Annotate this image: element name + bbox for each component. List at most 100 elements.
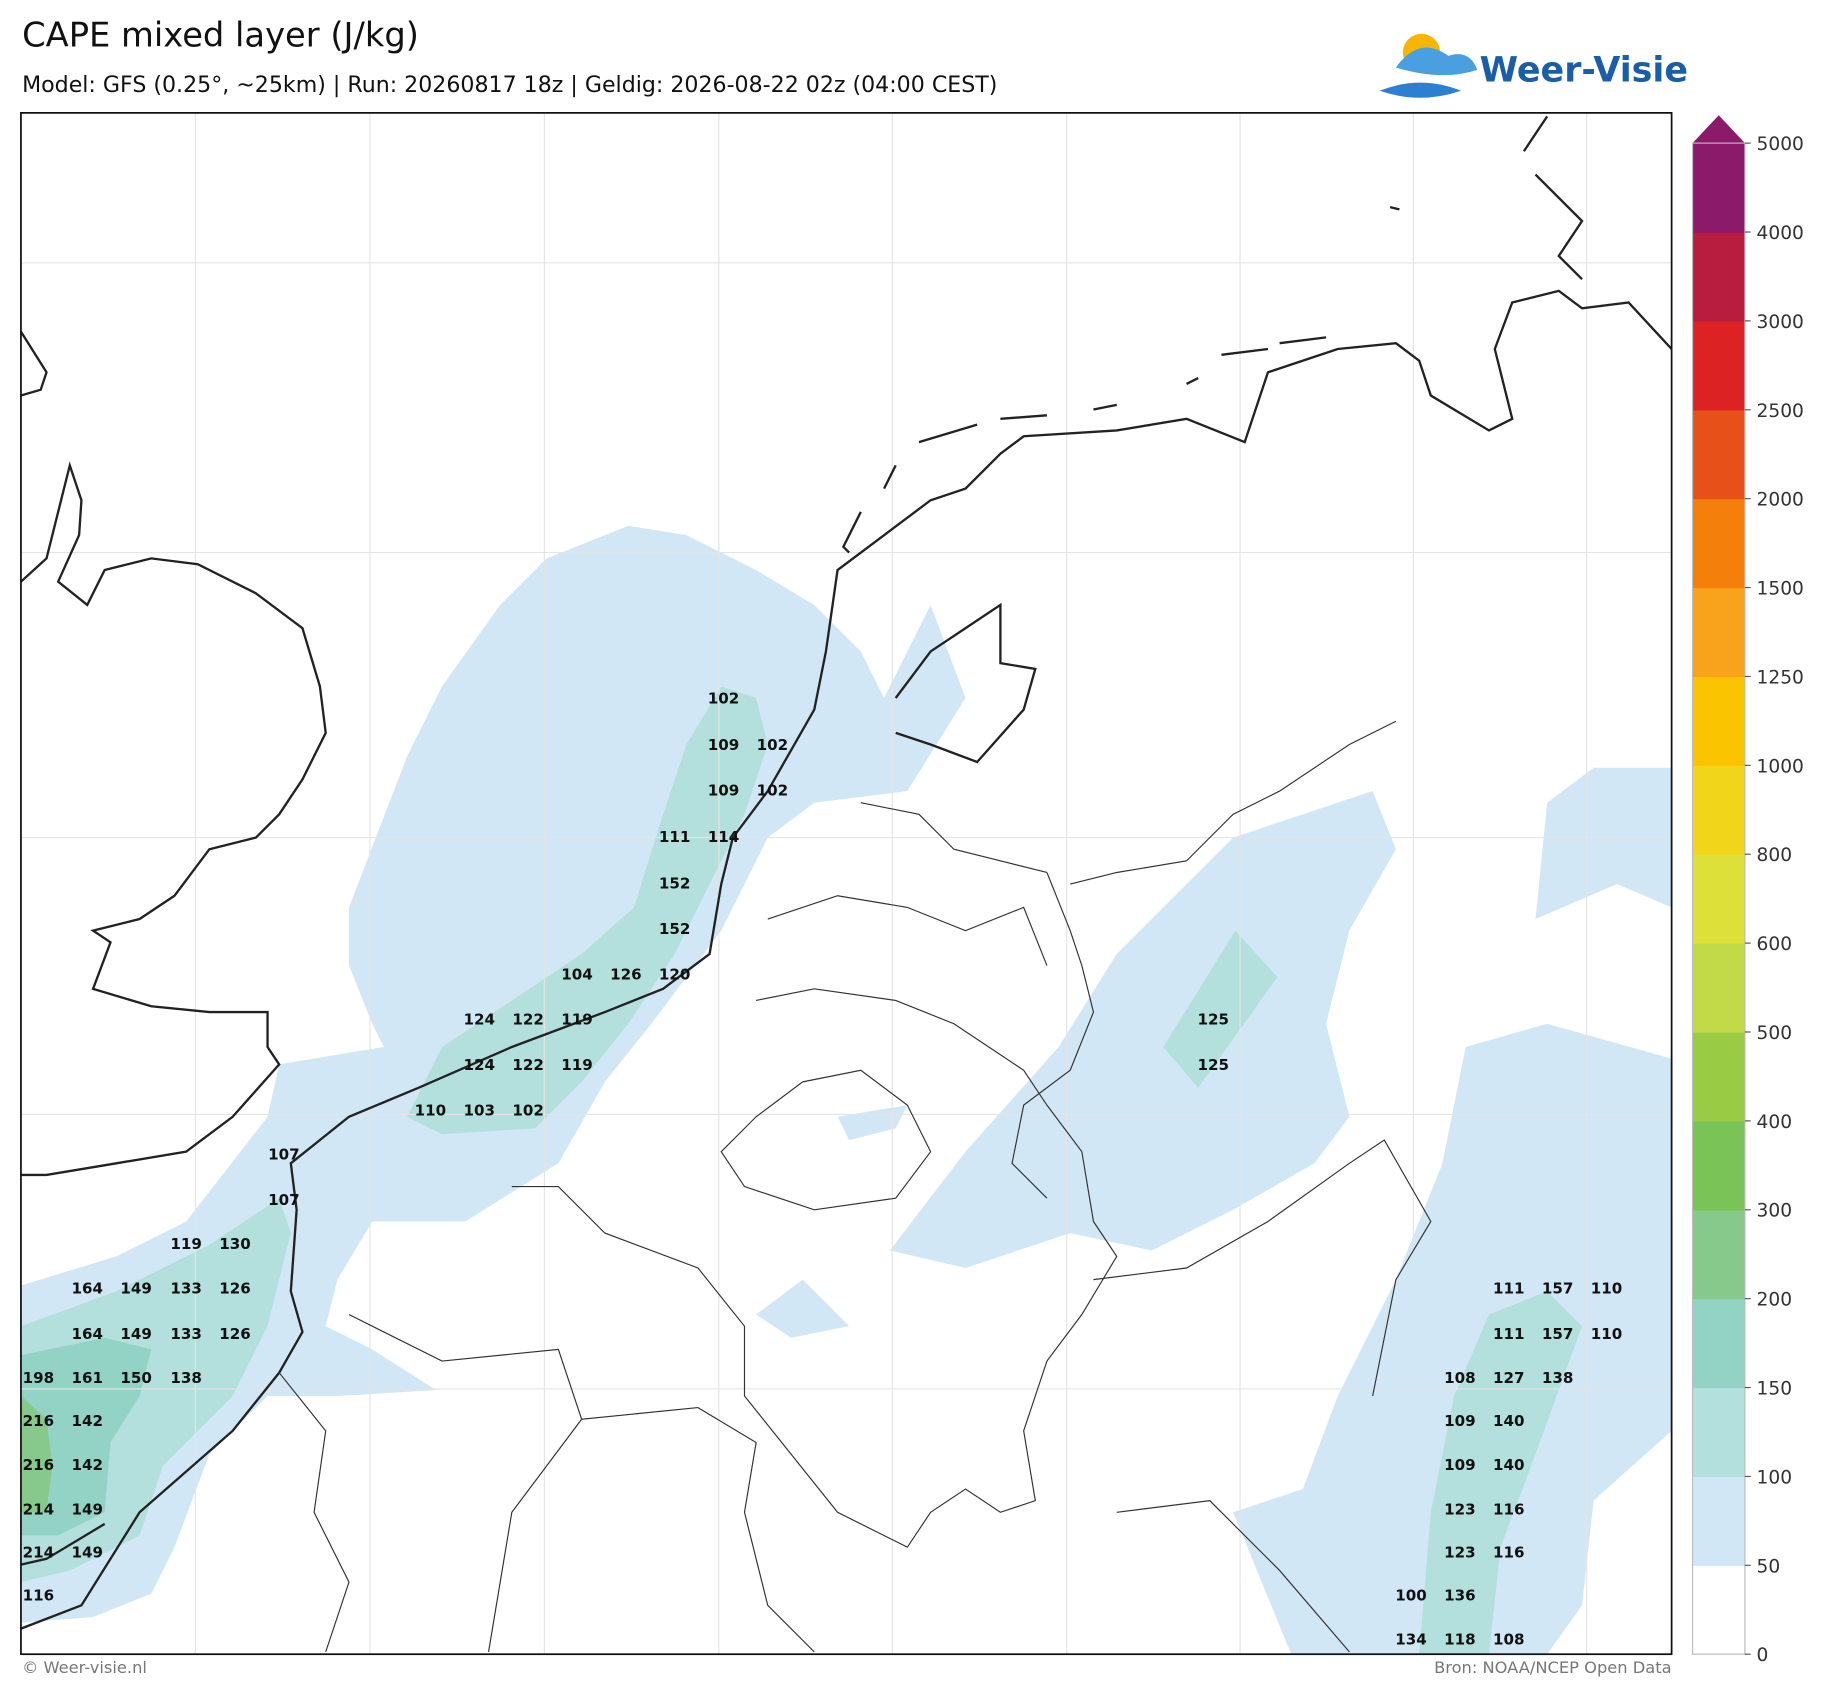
cape-area [889,791,1396,1268]
colorbar-band [1692,587,1745,678]
cape-area [1535,767,1672,920]
value-label: 127 [1493,1369,1525,1387]
value-label: 102 [757,782,789,800]
value-label: 149 [71,1544,103,1562]
value-label: 119 [561,1011,593,1029]
colorbar-band [1692,1120,1745,1211]
coastline [20,289,1673,1630]
colorbar-band [1692,232,1745,322]
colorbar-label: 2000 [1757,490,1804,511]
coastline [19,330,327,1177]
value-label: 110 [415,1101,447,1119]
coastline [1389,115,1584,281]
value-label: 102 [512,1101,544,1119]
value-label: 150 [120,1369,152,1387]
colorbar-label: 400 [1757,1112,1793,1133]
cape-shading [20,525,1672,1655]
colorbar-band [1692,676,1745,766]
cape-area [1419,1291,1583,1655]
footer-left: © Weer-visie.nl [22,1658,147,1677]
cape-area [20,1337,152,1536]
value-label: 198 [23,1369,55,1387]
value-label: 110 [1591,1279,1623,1297]
value-label: 109 [708,736,740,754]
value-label: 126 [219,1279,251,1297]
value-label: 102 [708,690,740,708]
colorbar-band [1692,498,1745,589]
value-label: 149 [120,1279,152,1297]
logo: Weer-Visie [1379,33,1688,98]
cape-area [1233,1023,1672,1655]
title: CAPE mixed layer (J/kg) [22,16,419,55]
colorbar-label: 200 [1757,1290,1793,1311]
colorbar-band [1692,143,1745,233]
value-label: 122 [512,1056,544,1074]
cape-area [1163,930,1278,1088]
colorbar: 0 50 100 150 200 300 400 500 600 800 1000 1250 1500 2… [1691,115,1804,1666]
value-label: 124 [463,1011,495,1029]
colorbar-label: 300 [1757,1201,1793,1222]
value-label: 119 [561,1056,593,1074]
value-label: 107 [268,1146,300,1164]
value-label: 100 [1395,1587,1427,1605]
logo-cloud [1395,47,1478,76]
value-label: 149 [71,1500,103,1518]
value-label: 157 [1542,1279,1574,1297]
colorbar-band [1692,409,1745,500]
colorbar-extend [1692,115,1745,144]
value-label: 125 [1198,1011,1230,1029]
value-label: 111 [1493,1325,1525,1343]
value-label: 138 [1542,1369,1574,1387]
value-label: 126 [219,1325,251,1343]
value-label: 152 [659,920,691,938]
coastline [841,336,1327,764]
value-label: 125 [1198,1056,1230,1074]
value-label: 116 [1493,1544,1525,1562]
value-label: 123 [1444,1500,1476,1518]
value-label: 136 [1444,1587,1476,1605]
value-label: 133 [170,1279,202,1297]
value-label: 142 [71,1412,103,1430]
value-label: 108 [1444,1369,1476,1387]
border [278,1314,815,1653]
value-label: 164 [71,1279,103,1297]
value-label: 116 [1493,1500,1525,1518]
colorbar-frame [1691,142,1746,1655]
colorbar-band [1692,320,1745,411]
value-label: 124 [463,1056,495,1074]
colorbar-band [1692,1031,1745,1122]
value-label: 152 [659,875,691,893]
borders [278,720,1432,1653]
colorbar-label: 100 [1757,1467,1793,1488]
logo-text: Weer-Visie [1480,50,1688,90]
value-label: 149 [120,1325,152,1343]
value-label: 110 [1591,1325,1623,1343]
coastlines [19,115,1673,1630]
cape-area [20,1395,53,1513]
value-label: 119 [170,1235,202,1253]
colorbar-band [1692,1387,1745,1478]
value-label: 111 [659,828,691,846]
footer-right: Bron: NOAA/NCEP Open Data [1434,1658,1672,1677]
border [1011,720,1397,1199]
colorbar-label: 150 [1757,1379,1793,1400]
value-label: 133 [170,1325,202,1343]
value-label: 123 [1444,1544,1476,1562]
value-label: 108 [1493,1631,1525,1649]
value-label: 111 [1493,1279,1525,1297]
colorbar-label: 1500 [1757,579,1804,600]
colorbar-band [1692,1298,1745,1389]
value-label: 109 [708,782,740,800]
value-label: 214 [23,1500,55,1518]
value-labels: 102 109 102 109 102 111 114 152 152 104 126 120 124 1… [23,690,1623,1649]
colorbar-label: 1000 [1757,756,1804,777]
value-label: 109 [1444,1412,1476,1430]
colorbar-label: 600 [1757,934,1793,955]
colorbar-band [1692,943,1745,1033]
colorbar-label: 0 [1757,1645,1769,1666]
value-label: 216 [23,1412,55,1430]
value-label: 107 [268,1191,300,1209]
value-label: 102 [757,736,789,754]
